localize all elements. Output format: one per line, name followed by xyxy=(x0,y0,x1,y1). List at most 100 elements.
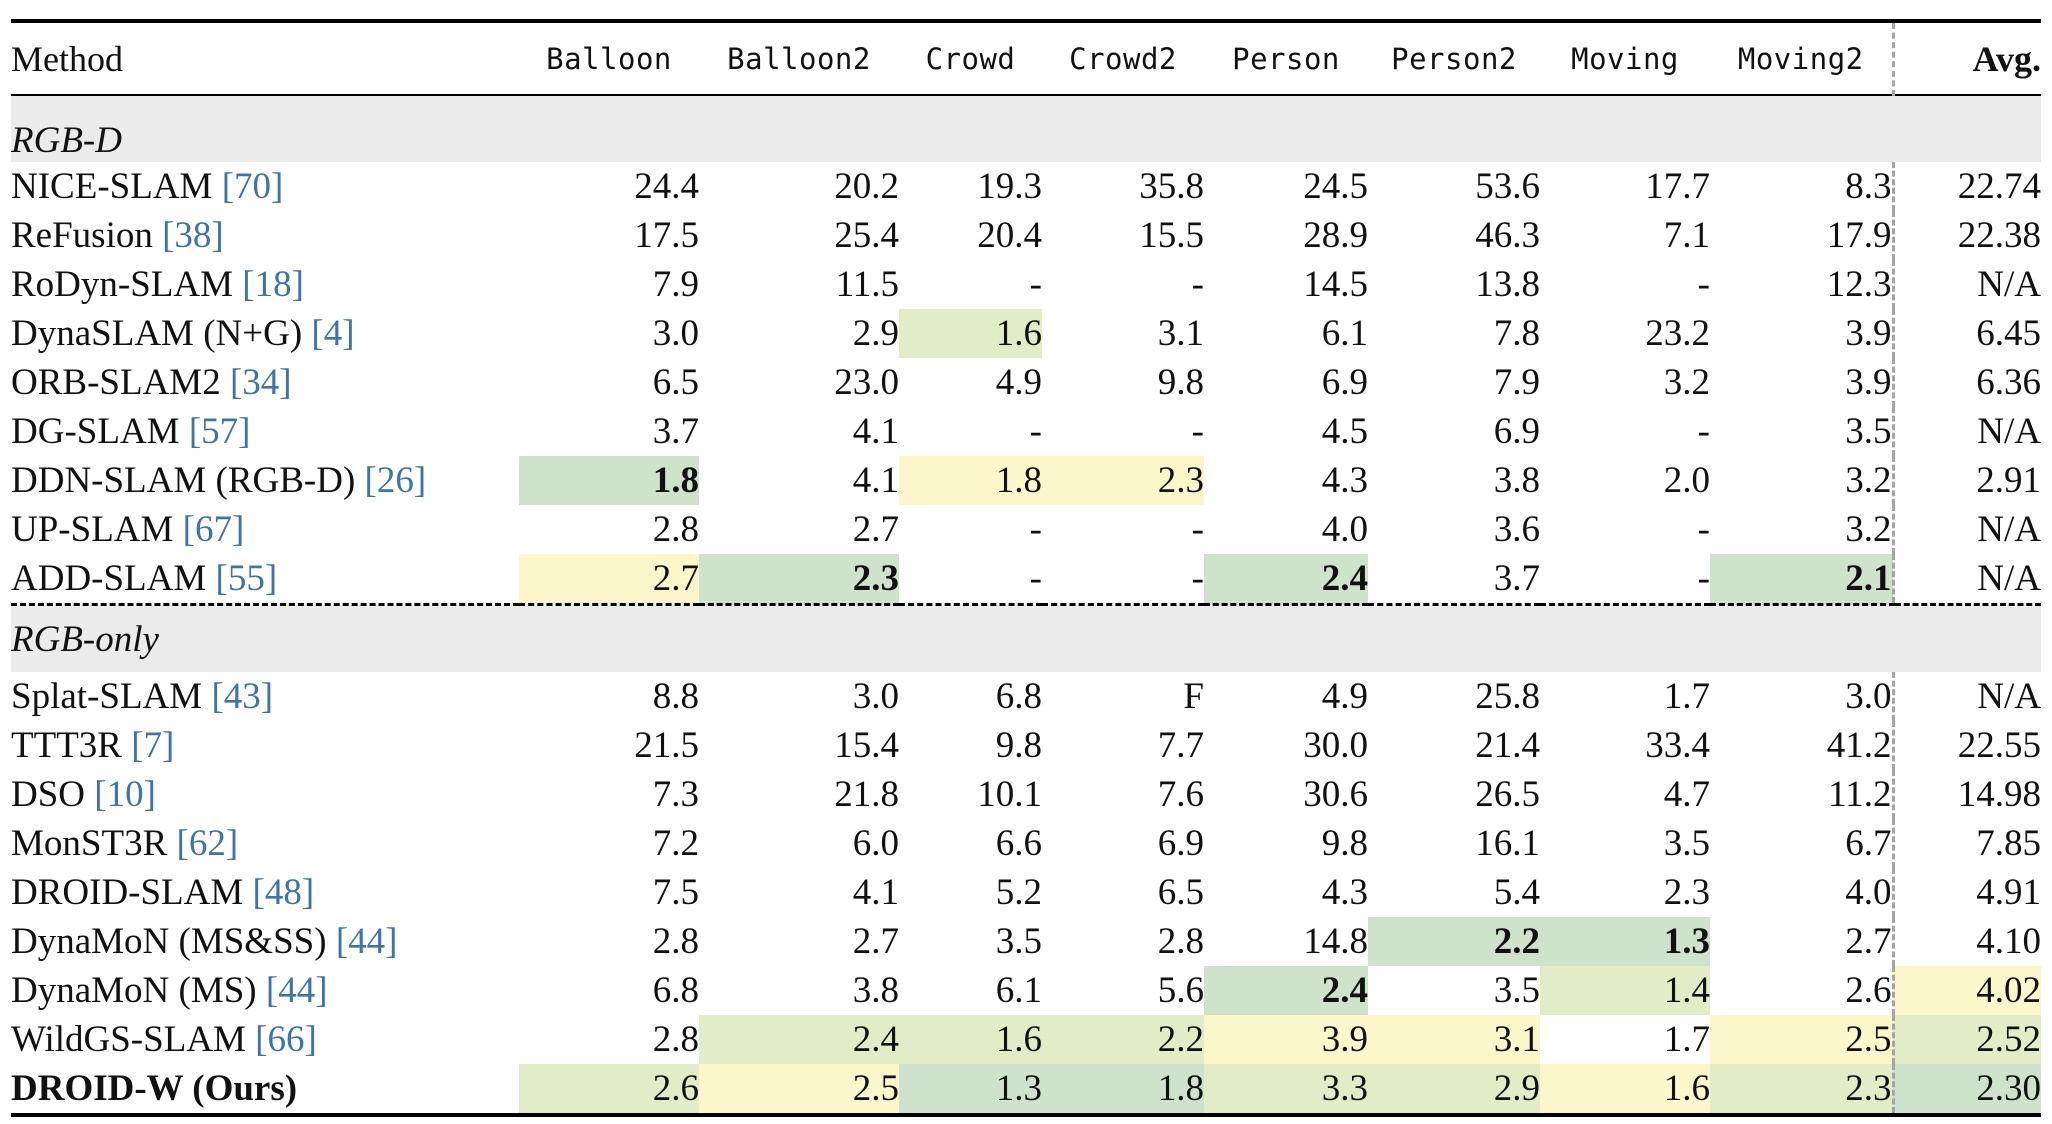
value-cell: 14.8 xyxy=(1303,921,1368,962)
method-name: NICE-SLAM xyxy=(11,166,222,207)
section-label: RGB-only xyxy=(11,604,2041,672)
value-cell: 2.6 xyxy=(519,1064,699,1117)
citation-link[interactable]: [70] xyxy=(221,166,284,207)
value-cell: 3.0 xyxy=(1845,676,1892,717)
table-row: NICE-SLAM [70] 24.4 20.2 19.3 35.8 24.5 53.6 17… xyxy=(11,162,2041,211)
avg-cell: 22.38 xyxy=(1891,211,2041,260)
value-cell: 1.8 xyxy=(899,456,1042,505)
citation-link[interactable]: [7] xyxy=(131,725,175,766)
citation-link[interactable]: [44] xyxy=(335,921,398,962)
citation-link[interactable]: [55] xyxy=(215,558,278,599)
value-cell: 2.4 xyxy=(1204,966,1368,1015)
value-cell: 5.2 xyxy=(995,872,1042,913)
value-cell: 6.0 xyxy=(852,823,899,864)
value-cell: 3.7 xyxy=(1368,554,1540,606)
citation-link[interactable]: [62] xyxy=(176,823,239,864)
header-crowd2: Crowd2 xyxy=(1042,21,1204,96)
value-cell: 3.7 xyxy=(652,411,699,452)
method-name-cell: ORB-SLAM2 [34] xyxy=(11,358,519,407)
value-cell: 2.7 xyxy=(519,554,699,606)
value-cell: 3.9 xyxy=(1845,362,1892,403)
value-cell: 2.3 xyxy=(1710,1064,1893,1117)
avg-cell: N/A xyxy=(1891,554,2041,606)
citation-link[interactable]: [57] xyxy=(188,411,251,452)
citation-link[interactable]: [34] xyxy=(229,362,292,403)
value-cell: 2.9 xyxy=(1368,1064,1540,1117)
value-cell: 2.4 xyxy=(1204,554,1368,606)
value-cell: 28.9 xyxy=(1303,215,1368,256)
value-cell: 13.8 xyxy=(1475,264,1540,305)
header-method: Method xyxy=(11,21,519,96)
value-cell: 1.3 xyxy=(1540,917,1710,966)
avg-cell: 7.85 xyxy=(1891,819,2041,868)
citation-link[interactable]: [10] xyxy=(94,774,156,815)
method-name-cell: MonST3R [62] xyxy=(11,819,519,868)
value-cell: 2.5 xyxy=(1710,1015,1893,1064)
value-cell: 3.2 xyxy=(1845,460,1892,501)
avg-cell: 2.91 xyxy=(1891,456,2041,505)
results-table: Method Balloon Balloon2 Crowd Crowd2 Per… xyxy=(11,0,2041,1117)
citation-link[interactable]: [66] xyxy=(255,1019,317,1060)
header-person: Person xyxy=(1204,21,1368,96)
value-cell: 2.8 xyxy=(652,509,699,550)
method-name: DROID-SLAM xyxy=(11,872,253,913)
value-cell: 24.4 xyxy=(634,166,699,207)
value-cell: 8.8 xyxy=(652,676,699,717)
header-balloon: Balloon xyxy=(519,21,699,96)
value-cell: 23.0 xyxy=(834,362,899,403)
value-cell: 2.0 xyxy=(1663,460,1710,501)
value-cell: 1.3 xyxy=(899,1064,1042,1117)
method-name: DROID-W (Ours) xyxy=(11,1068,298,1109)
header-moving2: Moving2 xyxy=(1710,21,1893,96)
method-name: ADD-SLAM xyxy=(11,558,216,599)
table-row: DynaMoN (MS&SS) [44] 2.8 2.7 3.5 2.8 14.8 2.2 1… xyxy=(11,917,2041,966)
value-cell: 6.9 xyxy=(1321,362,1368,403)
value-cell: 23.2 xyxy=(1645,313,1710,354)
value-cell: 6.6 xyxy=(995,823,1042,864)
citation-link[interactable]: [67] xyxy=(182,509,245,550)
value-cell: 11.5 xyxy=(835,264,899,305)
citation-link[interactable]: [4] xyxy=(311,313,355,354)
table-row: DG-SLAM [57] 3.7 4.1 - - 4.5 6.9 - 3.5 N/A xyxy=(11,407,2041,456)
section-header: RGB-D xyxy=(11,95,2041,162)
value-cell: 7.9 xyxy=(1493,362,1540,403)
method-name: ORB-SLAM2 xyxy=(11,362,230,403)
value-cell: 3.8 xyxy=(852,970,899,1011)
avg-cell: 6.45 xyxy=(1891,309,2041,358)
avg-cell: 2.52 xyxy=(1891,1015,2041,1064)
value-cell: 30.6 xyxy=(1303,774,1368,815)
value-cell: 20.4 xyxy=(977,215,1042,256)
table-row: DROID-W (Ours) 2.6 2.5 1.3 1.8 3.3 2.9 1.6 2.3 2.… xyxy=(11,1064,2041,1117)
value-cell: 2.7 xyxy=(852,509,899,550)
value-cell: 7.9 xyxy=(652,264,699,305)
table-row: DynaMoN (MS) [44] 6.8 3.8 6.1 5.6 2.4 3.5 1.4 2.… xyxy=(11,966,2041,1015)
header-person2: Person2 xyxy=(1368,21,1540,96)
citation-link[interactable]: [44] xyxy=(265,970,328,1011)
value-cell: - xyxy=(1029,264,1042,305)
value-cell: 3.3 xyxy=(1204,1064,1368,1117)
avg-cell: 14.98 xyxy=(1891,770,2041,819)
citation-link[interactable]: [18] xyxy=(242,264,304,305)
value-cell: 3.8 xyxy=(1493,460,1540,501)
value-cell: 7.1 xyxy=(1663,215,1710,256)
value-cell: - xyxy=(1540,554,1710,606)
value-cell: - xyxy=(1042,554,1204,606)
method-name: DDN-SLAM (RGB-D) xyxy=(11,460,365,501)
value-cell: 16.1 xyxy=(1475,823,1540,864)
method-name: Splat-SLAM xyxy=(11,676,212,717)
citation-link[interactable]: [38] xyxy=(162,215,224,256)
top-rule xyxy=(11,0,2041,23)
method-name-cell: Splat-SLAM [43] xyxy=(11,672,519,721)
value-cell: 25.4 xyxy=(834,215,899,256)
method-name: DynaMoN (MS) xyxy=(11,970,266,1011)
value-cell: 3.1 xyxy=(1368,1015,1540,1064)
citation-link[interactable]: [43] xyxy=(211,676,274,717)
value-cell: 1.6 xyxy=(1540,1064,1710,1117)
value-cell: 30.0 xyxy=(1303,725,1368,766)
value-cell: 24.5 xyxy=(1303,166,1368,207)
value-cell: 3.0 xyxy=(852,676,899,717)
citation-link[interactable]: [48] xyxy=(252,872,315,913)
citation-link[interactable]: [26] xyxy=(364,460,427,501)
value-cell: - xyxy=(1191,509,1204,550)
value-cell: 6.8 xyxy=(652,970,699,1011)
